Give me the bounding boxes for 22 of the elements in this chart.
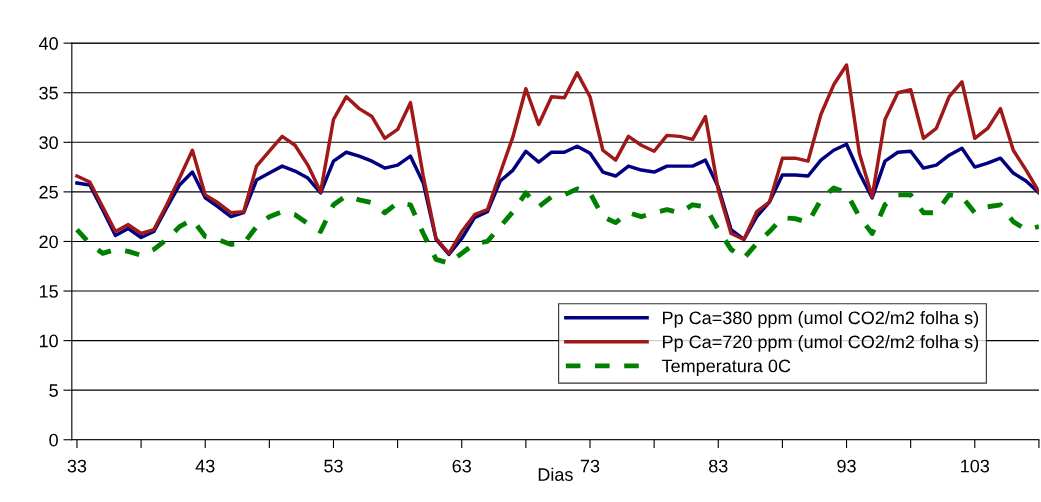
x-tick-label: 83 (709, 459, 728, 473)
y-tick-label: 30 (39, 136, 58, 150)
y-tick-label: 20 (39, 235, 58, 249)
x-tick-label: 93 (837, 459, 856, 473)
x-axis-title: Dias (538, 467, 573, 481)
y-tick-label: 35 (39, 86, 58, 100)
y-tick-label: 15 (39, 285, 58, 298)
y-tick-label: 0 (49, 433, 58, 447)
x-tick-label: 43 (195, 459, 215, 473)
x-tick-label: 73 (580, 459, 600, 473)
x-tick-label: 33 (67, 459, 87, 473)
x-tick-label: 63 (452, 459, 471, 473)
legend-label: Pp Ca=380 ppm (umol CO2/m2 folha s) (663, 310, 979, 328)
y-tick-label: 10 (39, 334, 58, 348)
legend-label: Temperatura 0C (661, 359, 791, 376)
line-series (75, 63, 1039, 256)
y-tick-label: 40 (38, 37, 58, 50)
y-tick-label: 25 (39, 185, 58, 199)
legend-label: Pp Ca=720 ppm (umol CO2/m2 folha s) (663, 335, 979, 352)
x-tick-label: 53 (324, 459, 343, 473)
y-tick-label: 5 (49, 384, 58, 397)
x-tick-label: 103 (961, 459, 990, 473)
